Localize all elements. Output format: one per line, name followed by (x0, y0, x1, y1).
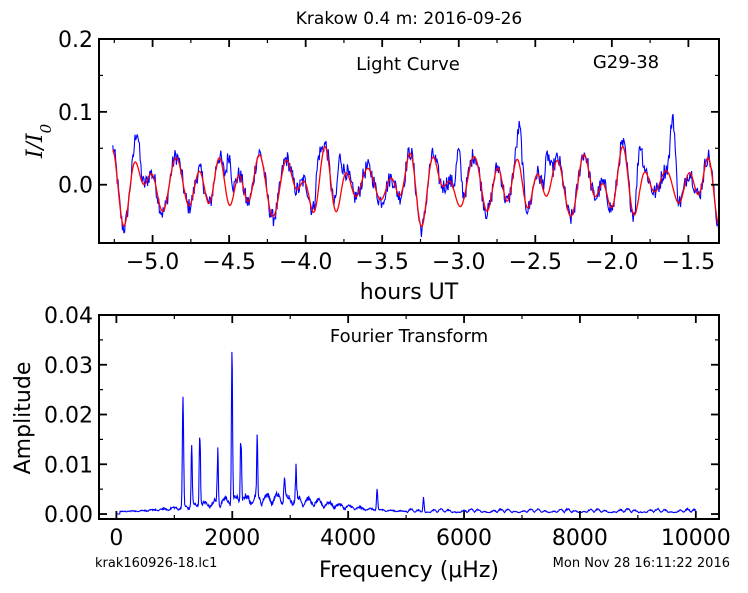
fourier-plot-area (116, 351, 697, 515)
footer-filename: krak160926-18.lc1 (95, 556, 217, 571)
y-tick-label: 0.02 (44, 404, 93, 429)
x-tick-label: −1.5 (662, 250, 715, 275)
fourier-ticks: 0 2000 4000 6000 8000 10000 0.00 0.01 0.02 0.03 0.… (44, 304, 731, 551)
x-tick-label: 10000 (661, 526, 731, 551)
x-tick-label: 4000 (320, 526, 376, 551)
x-tick-label: −4.0 (279, 250, 332, 275)
x-tick-label: −5.0 (126, 250, 179, 275)
y-tick-label: 0.00 (44, 503, 93, 528)
light-curve-label: Light Curve (356, 54, 460, 75)
x-tick-label: −2.0 (585, 250, 638, 275)
x-tick-label: −3.0 (432, 250, 485, 275)
x-tick-label: −2.5 (509, 250, 562, 275)
fourier-xlabel: Frequency (μHz) (319, 558, 499, 583)
x-tick-label: 8000 (552, 526, 608, 551)
x-tick-label: −3.5 (355, 250, 408, 275)
y-tick-label: 0.01 (44, 453, 93, 478)
footer-timestamp: Mon Nov 28 16:11:22 2016 (553, 556, 730, 571)
object-label: G29-38 (593, 52, 659, 73)
light-curve-ticks: −5.0 −4.5 −4.0 −3.5 −3.0 −2.5 −2.0 −1.5 0.0 0.1 0.… (58, 28, 719, 275)
fourier-amplitude-line (116, 351, 697, 515)
fourier-ylabel-group: Amplitude (11, 362, 36, 475)
y-tick-label: 0.04 (44, 304, 93, 329)
x-tick-label: −4.5 (202, 250, 255, 275)
fourier-frame (98, 314, 720, 520)
light-curve-frame (98, 38, 720, 244)
fourier-ylabel: Amplitude (11, 362, 36, 475)
light-curve-xlabel: hours UT (360, 280, 459, 305)
x-tick-label: 6000 (436, 526, 492, 551)
y-tick-label: 0.1 (58, 101, 93, 126)
y-tick-label: 0.03 (44, 354, 93, 379)
y-tick-label: 0.0 (58, 174, 93, 199)
x-tick-label: 0 (109, 526, 123, 551)
chart-title: Krakow 0.4 m: 2016-09-26 (296, 9, 522, 29)
x-tick-label: 2000 (204, 526, 260, 551)
svg-text:I/I0: I/I0 (23, 123, 55, 159)
light-curve-plot-area (112, 113, 719, 237)
light-curve-ylabel: I/I0 (23, 123, 55, 159)
fourier-label: Fourier Transform (330, 326, 488, 347)
light-curve-model-line (112, 145, 719, 228)
light-curve-panel: −5.0 −4.5 −4.0 −3.5 −3.0 −2.5 −2.0 −1.5 0.0 0.1 0.… (23, 28, 720, 305)
fourier-panel: 0 2000 4000 6000 8000 10000 0.00 0.01 0.02 0.03 0.… (11, 304, 731, 583)
y-tick-label: 0.2 (58, 28, 93, 53)
